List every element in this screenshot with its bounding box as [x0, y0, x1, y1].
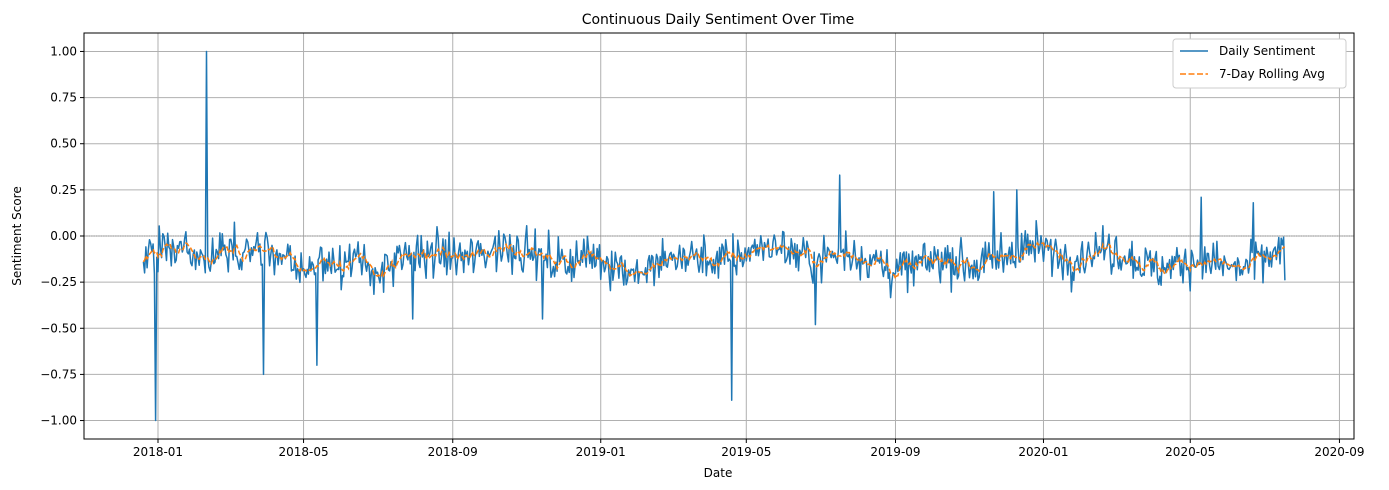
x-axis-ticks: 2018-01 2018-05 2018-09 2019-01 2019-05 2019-… [133, 439, 1365, 459]
y-tick-label: 0.25 [50, 183, 77, 197]
x-tick-label: 2020-01 [1018, 445, 1068, 459]
x-tick-label: 2018-05 [278, 445, 328, 459]
y-tick-label: 0.75 [50, 91, 77, 105]
legend: Daily Sentiment 7-Day Rolling Avg [1172, 38, 1347, 89]
chart-title: Continuous Daily Sentiment Over Time [582, 12, 855, 28]
y-tick-label: 1.00 [50, 44, 77, 58]
y-axis-label: Sentiment Score [10, 186, 24, 285]
y-tick-label: −1.00 [40, 414, 77, 428]
x-tick-label: 2019-05 [721, 445, 771, 459]
x-tick-label: 2020-09 [1314, 445, 1364, 459]
x-tick-label: 2018-01 [133, 445, 183, 459]
y-gridlines [84, 50, 1354, 422]
series-line-rolling-avg [142, 241, 1286, 281]
y-tick-label: 0.00 [50, 229, 77, 243]
y-tick-label: −0.25 [40, 275, 77, 289]
x-tick-label: 2020-05 [1165, 445, 1215, 459]
plot-area: 2018-01 2018-05 2018-09 2019-01 2019-05 2019-… [40, 32, 1365, 459]
y-axis-ticks: 1.00 0.75 0.50 0.25 0.00 −0.25 −0.50 −0.75 −1.00 [40, 44, 84, 428]
legend-frame [1172, 38, 1347, 89]
series-layer [142, 50, 1286, 422]
x-axis-label: Date [704, 466, 733, 480]
y-tick-label: −0.75 [40, 367, 77, 381]
x-tick-label: 2018-09 [428, 445, 478, 459]
x-tick-label: 2019-09 [870, 445, 920, 459]
x-tick-label: 2019-01 [576, 445, 626, 459]
legend-label-daily-sentiment: Daily Sentiment [1219, 44, 1316, 58]
y-tick-label: 0.50 [50, 137, 77, 151]
y-tick-label: −0.50 [40, 321, 77, 335]
legend-label-rolling-avg: 7-Day Rolling Avg [1219, 67, 1325, 81]
